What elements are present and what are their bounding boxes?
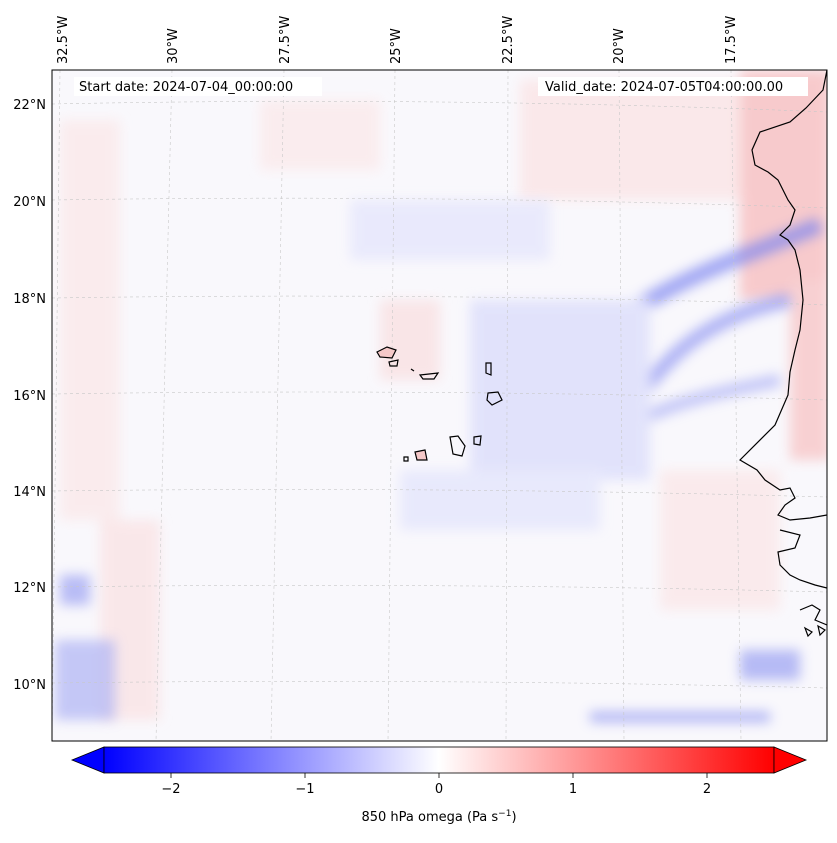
positive-omega-region-w — [60, 120, 120, 520]
bijagos-island — [803, 626, 813, 638]
lon-label-27-5w: 27.5°W — [278, 16, 293, 64]
guinea-bissau-coast — [777, 529, 827, 589]
positive-omega-region-coast — [790, 280, 827, 460]
island-santa-luzia — [410, 368, 415, 372]
colorbar-tick-label: 0 — [435, 782, 443, 797]
negative-omega-streak-south — [590, 712, 770, 722]
meridian-22-5w — [505, 70, 509, 741]
parallel-22n — [52, 101, 827, 113]
start-date-label: Start date: 2024-07-04_00:00:00 — [79, 80, 293, 95]
island-santo-antao — [376, 346, 397, 359]
meridian-30w — [155, 70, 173, 741]
lon-label-25w: 25°W — [389, 28, 404, 64]
cape-verde-islands — [376, 346, 503, 462]
colorbar: −2 −1 0 1 2 850 hPa omega (Pa s−1) — [70, 746, 808, 825]
parallel-16n — [52, 391, 827, 401]
positive-omega-region-ne — [740, 70, 827, 300]
omega-field — [55, 70, 827, 722]
negative-omega-region-central — [470, 300, 650, 480]
meridian-17-5w — [730, 70, 742, 741]
negative-omega-spot-west — [60, 575, 90, 605]
parallel-12n — [52, 585, 827, 593]
lat-label-10n: 10°N — [13, 678, 46, 693]
meridian-25w — [387, 70, 396, 741]
lat-label-16n: 16°N — [13, 389, 46, 404]
coastline — [739, 70, 827, 638]
coastal-island — [817, 624, 826, 637]
colorbar-tick-label: −2 — [161, 782, 180, 797]
island-sal — [485, 362, 492, 376]
guinea-coast — [799, 604, 827, 626]
negative-omega-region-north — [350, 200, 550, 260]
colorbar-extend-max — [773, 746, 808, 774]
latitude-labels: 22°N 20°N 18°N 16°N 14°N 12°N 10°N — [13, 98, 46, 693]
parallel-14n — [52, 489, 827, 498]
positive-omega-region-nw — [260, 100, 380, 170]
map-border — [51, 69, 828, 742]
positive-omega-region-n — [520, 80, 740, 200]
colorbar-extend-min — [70, 746, 105, 774]
colorbar-tick-label: −1 — [295, 782, 314, 797]
colorbar-body — [103, 746, 775, 774]
negative-omega-region-sw-corner — [55, 640, 115, 720]
graticule — [52, 70, 827, 741]
lon-label-22-5w: 22.5°W — [501, 16, 516, 64]
island-sao-nicolau — [418, 372, 440, 380]
colorbar-ticks: −2 −1 0 1 2 — [161, 773, 711, 797]
positive-omega-region-se — [660, 470, 780, 610]
parallel-18n — [52, 295, 827, 306]
island-sao-vicente — [388, 359, 399, 367]
colorbar-label: 850 hPa omega (Pa s−1) — [361, 809, 516, 825]
longitude-labels: 32.5°W 30°W 27.5°W 25°W 22.5°W 20°W 17.5… — [56, 16, 739, 64]
colorbar-tick-label: 2 — [703, 782, 711, 797]
island-brava — [403, 456, 409, 462]
lon-label-30w: 30°W — [166, 28, 181, 64]
colorbar-tick-label: 1 — [569, 782, 577, 797]
lat-label-18n: 18°N — [13, 292, 46, 307]
valid-date-box — [538, 77, 808, 96]
meridian-27-5w — [270, 70, 285, 741]
lat-label-22n: 22°N — [13, 98, 46, 113]
parallel-10n — [52, 681, 827, 689]
valid-date-label: Valid_date: 2024-07-05T04:00:00.00 — [545, 80, 783, 95]
island-fogo — [414, 449, 428, 461]
negative-omega-region-south — [400, 470, 600, 530]
meridian-20w — [618, 70, 625, 741]
parallel-20n — [52, 197, 827, 209]
africa-west-coast — [739, 70, 827, 521]
island-boa-vista — [486, 391, 503, 406]
meridian-32-5w — [52, 70, 61, 741]
positive-omega-region-islands — [380, 300, 440, 380]
island-maio — [473, 435, 482, 446]
lat-label-20n: 20°N — [13, 195, 46, 210]
negative-omega-region-se-corner — [740, 650, 800, 680]
lon-label-32-5w: 32.5°W — [56, 16, 71, 64]
lon-label-17-5w: 17.5°W — [724, 16, 739, 64]
lat-label-14n: 14°N — [13, 485, 46, 500]
island-santiago — [449, 435, 466, 457]
start-date-box — [74, 77, 322, 96]
lat-label-12n: 12°N — [13, 581, 46, 596]
lon-label-20w: 20°W — [612, 28, 627, 64]
